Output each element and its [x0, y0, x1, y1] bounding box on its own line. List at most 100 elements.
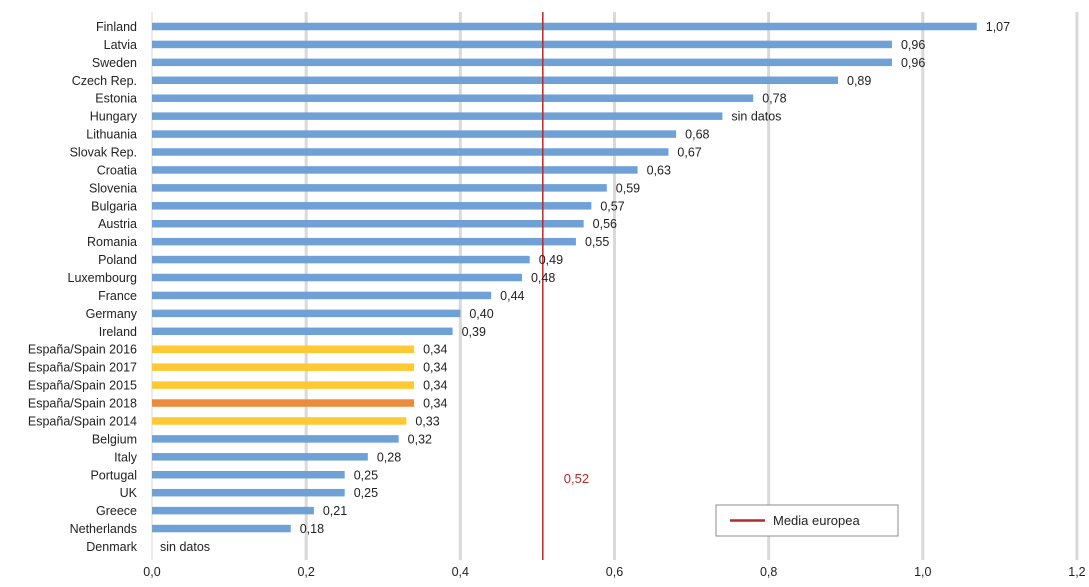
category-label: Belgium	[92, 432, 137, 446]
value-label: 0,25	[354, 468, 378, 482]
x-tick-label: 0,0	[143, 565, 160, 579]
category-label: UK	[120, 486, 138, 500]
value-label: 0,39	[462, 325, 486, 339]
x-tick-label: 0,6	[606, 565, 623, 579]
value-label: 0,21	[323, 504, 347, 518]
bar	[152, 255, 530, 264]
bar	[152, 273, 522, 282]
category-label: France	[98, 289, 137, 303]
bar	[152, 237, 576, 246]
bar	[152, 453, 368, 461]
bar	[152, 417, 407, 425]
category-label: Austria	[98, 217, 137, 231]
bar	[152, 76, 839, 85]
category-label: Portugal	[90, 468, 137, 482]
value-label: 0,89	[847, 74, 871, 88]
category-label: Romania	[87, 235, 137, 249]
category-label: Greece	[96, 504, 137, 518]
category-label: Finland	[96, 20, 137, 34]
value-label: 0,57	[600, 199, 624, 213]
value-label: 0,34	[423, 397, 447, 411]
bar	[152, 488, 345, 497]
value-label: sin datos	[731, 110, 781, 124]
bars	[152, 22, 977, 533]
value-label: 0,63	[647, 163, 671, 177]
x-tick-label: 0,2	[297, 565, 314, 579]
value-label: 0,33	[415, 414, 439, 428]
category-label: Latvia	[104, 38, 137, 52]
value-label: 0,96	[901, 56, 925, 70]
category-label: Bulgaria	[91, 199, 137, 213]
value-label: 0,40	[469, 307, 493, 321]
category-label: Czech Rep.	[72, 74, 137, 88]
legend-label: Media europea	[773, 513, 860, 528]
bar	[152, 130, 677, 138]
bar	[152, 471, 345, 479]
category-label: Italy	[114, 450, 138, 464]
bar	[152, 219, 584, 228]
bar	[152, 148, 669, 156]
bar	[152, 94, 754, 102]
value-label: 0,34	[423, 379, 447, 393]
category-label: Sweden	[92, 56, 137, 70]
x-tick-label: 1,2	[1068, 565, 1085, 579]
bar	[152, 202, 592, 210]
bar	[152, 327, 453, 336]
category-label: España/Spain 2018	[28, 397, 137, 411]
category-label: Poland	[98, 253, 137, 267]
value-label: 0,44	[500, 289, 524, 303]
bar	[152, 345, 415, 353]
bar	[152, 166, 638, 174]
category-label: Croatia	[97, 163, 137, 177]
bar	[152, 524, 291, 533]
bar	[152, 40, 892, 49]
bar	[152, 399, 415, 407]
value-label: 0,59	[616, 181, 640, 195]
category-label: España/Spain 2016	[28, 343, 137, 357]
category-label: Denmark	[86, 540, 137, 554]
legend: Media europea	[715, 504, 899, 537]
category-label: Netherlands	[70, 522, 137, 536]
value-label: 0,25	[354, 486, 378, 500]
gridlines	[151, 12, 1079, 560]
category-label: España/Spain 2014	[28, 414, 137, 428]
bar	[152, 381, 415, 389]
value-label: 0,34	[423, 343, 447, 357]
category-label: Germany	[86, 307, 138, 321]
bar	[152, 184, 607, 192]
value-label: 0,28	[377, 450, 401, 464]
category-label: Estonia	[95, 92, 137, 106]
category-label: Slovak Rep.	[70, 146, 137, 160]
value-label: 0,18	[300, 522, 324, 536]
category-label: Slovenia	[89, 181, 137, 195]
bar	[152, 291, 492, 300]
bar	[152, 363, 415, 371]
value-label: 0,48	[531, 271, 555, 285]
category-label: Hungary	[90, 110, 138, 124]
value-label: 0,32	[408, 432, 432, 446]
bar	[152, 506, 314, 515]
x-tick-label: 0,4	[452, 565, 469, 579]
category-label: Luxembourg	[68, 271, 138, 285]
x-tick-label: 0,8	[760, 565, 777, 579]
x-tick-label: 1,0	[914, 565, 931, 579]
category-label: Ireland	[99, 325, 137, 339]
value-label: 1,07	[986, 20, 1010, 34]
mean-value-label: 0,52	[564, 471, 589, 486]
value-label: 0,68	[685, 128, 709, 142]
bar	[152, 58, 892, 67]
bar	[152, 112, 723, 120]
bar	[152, 435, 399, 443]
category-label: España/Spain 2015	[28, 379, 137, 393]
value-label: 0,78	[762, 92, 786, 106]
value-label: 0,49	[539, 253, 563, 267]
value-label: 0,55	[585, 235, 609, 249]
bar	[152, 309, 461, 318]
category-label: Lithuania	[86, 128, 137, 142]
value-label: 0,67	[677, 146, 701, 160]
value-label: sin datos	[160, 540, 210, 554]
labels: 0,0 0,2 0,4 0,6 0,8 1,0 1,2 Finland 1,07 Latvia 0,…	[28, 20, 1086, 579]
value-label: 0,34	[423, 361, 447, 375]
